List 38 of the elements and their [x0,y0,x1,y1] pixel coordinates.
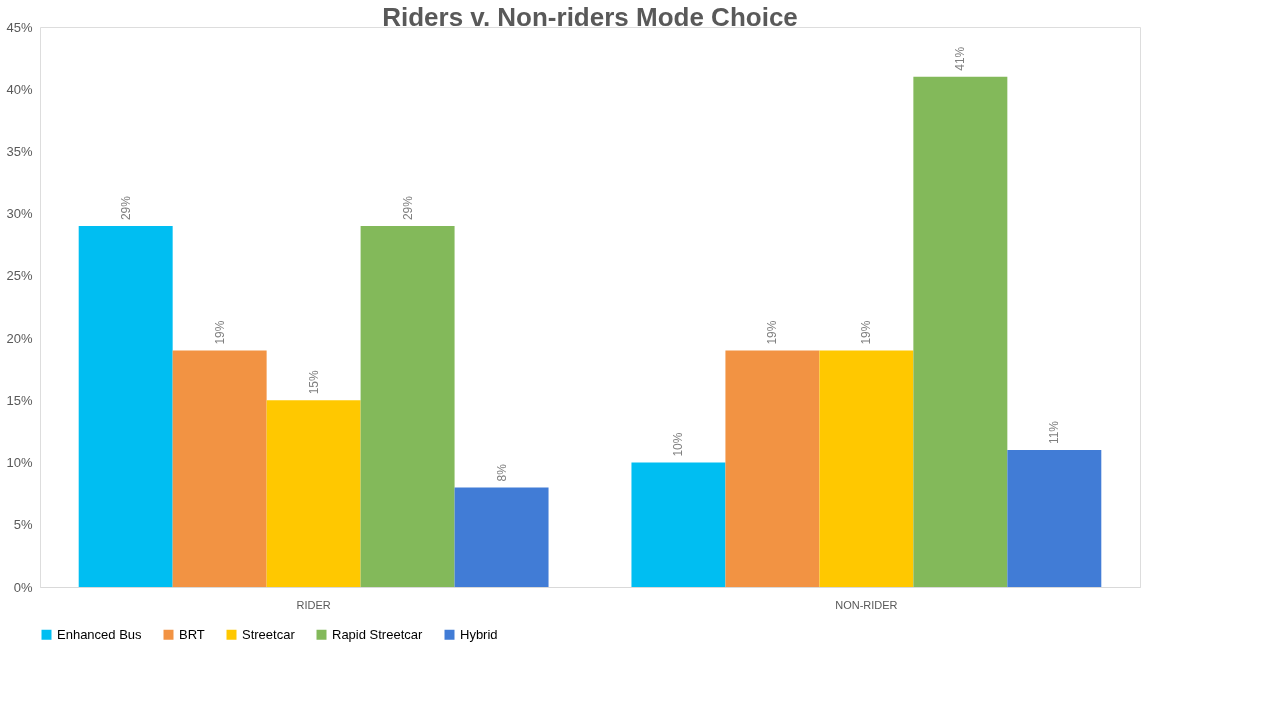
bar [631,462,726,587]
legend-label: BRT [179,626,205,642]
y-tick-label: 25% [6,268,33,284]
data-label: 29% [118,195,133,221]
data-label: 29% [400,195,415,221]
bar [360,226,455,587]
y-tick-label: 35% [6,143,33,159]
y-tick-label: 15% [6,392,33,408]
legend-label: Hybrid [460,626,498,642]
y-tick-label: 20% [6,330,33,346]
bar [913,76,1008,587]
y-tick-label: 0% [13,579,33,595]
data-label: 19% [859,320,874,345]
data-label: 10% [671,432,686,457]
bar [1007,450,1102,587]
data-label: 15% [306,369,321,395]
y-tick-label: 30% [6,206,33,222]
data-label: 41% [953,46,968,71]
bar [266,400,361,587]
data-label: 11% [1047,420,1062,445]
y-tick-label: 10% [6,455,33,471]
data-label: 19% [212,320,227,345]
bar [454,487,549,587]
legend-label: Streetcar [242,626,296,642]
y-tick-label: 5% [13,517,33,533]
bar [78,226,173,587]
y-tick-label: 40% [6,81,33,97]
data-label: 8% [494,463,509,482]
bar [725,350,820,587]
bar [819,350,914,587]
legend-label: Enhanced Bus [57,626,143,642]
bar [172,350,267,587]
data-label: 19% [765,320,780,345]
x-tick-label: RIDER [296,598,331,611]
x-tick-label: NON-RIDER [835,598,898,611]
legend-label: Rapid Streetcar [332,626,423,642]
y-tick-label: 45% [6,19,33,35]
chart-title: Riders v. Non-riders Mode Choice [382,2,798,32]
